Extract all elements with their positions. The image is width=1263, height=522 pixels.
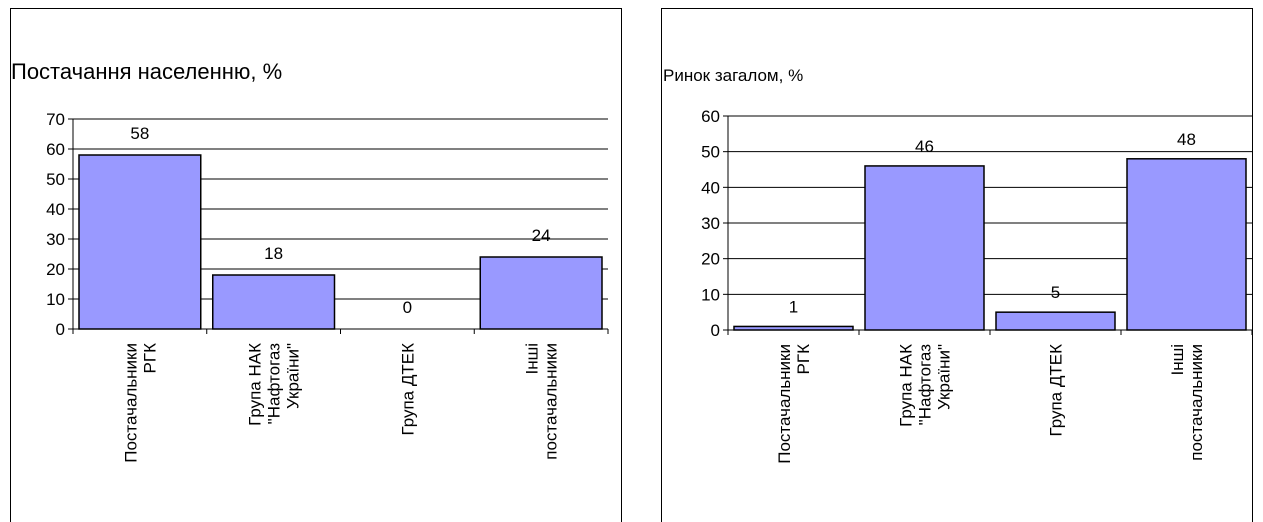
chart-panel-market-total: Ринок загалом, % 0 10 20 30 40 50 60 1 46 5 48 Пост… (661, 8, 1253, 522)
category-label: Інші (1168, 344, 1187, 376)
category-label: "Нафтогаз (916, 344, 935, 426)
y-tick-label: 30 (701, 214, 720, 233)
data-label: 0 (403, 298, 412, 317)
bar (864, 165, 985, 331)
data-label: 1 (789, 297, 798, 316)
y-tick-label: 70 (46, 110, 65, 129)
bar-chart-supply-population: 0 10 20 30 40 50 60 70 58 18 0 24 Постачальники РГК Гр… (46, 110, 609, 463)
category-label: РГК (140, 343, 159, 374)
category-label: постачальники (542, 343, 561, 460)
y-tick-label: 50 (701, 143, 720, 162)
category-label: Інші (523, 343, 542, 375)
bar (1126, 158, 1247, 331)
category-label: Група ДТЕК (398, 343, 417, 436)
data-label: 46 (915, 137, 934, 156)
y-tick-label: 40 (46, 200, 65, 219)
y-tick-label: 60 (46, 140, 65, 159)
bar (733, 325, 854, 331)
chart-title: Постачання населенню, % (11, 59, 283, 84)
category-label: Постачальники (121, 343, 140, 463)
bar-chart-market-total: 0 10 20 30 40 50 60 1 46 5 48 Постачальники РГК Група… (701, 107, 1252, 464)
data-label: 48 (1177, 130, 1196, 149)
category-label: Група ДТЕК (1047, 344, 1066, 437)
category-label: України" (284, 343, 303, 409)
y-tick-label: 10 (701, 285, 720, 304)
y-tick-label: 40 (701, 178, 720, 197)
bar (479, 256, 603, 330)
y-tick-label: 20 (46, 260, 65, 279)
data-label: 5 (1051, 283, 1060, 302)
y-tick-label: 60 (701, 107, 720, 126)
y-tick-label: 0 (56, 320, 65, 339)
data-label: 58 (130, 124, 149, 143)
chart-panel-supply-population: Постачання населенню, % 0 10 20 30 40 50 60 70 5… (10, 8, 622, 522)
category-label: України" (935, 344, 954, 410)
category-label: Група НАК (246, 343, 265, 426)
category-label: Група НАК (897, 344, 916, 427)
data-label: 18 (264, 244, 283, 263)
bar (212, 274, 336, 330)
y-tick-label: 0 (711, 321, 720, 340)
data-label: 24 (532, 226, 551, 245)
bar (78, 154, 202, 330)
y-tick-label: 30 (46, 230, 65, 249)
category-label: РГК (794, 344, 813, 375)
bar (995, 311, 1116, 331)
category-label: постачальники (1187, 344, 1206, 461)
y-tick-label: 20 (701, 250, 720, 269)
y-tick-label: 10 (46, 290, 65, 309)
chart-title: Ринок загалом, % (663, 66, 804, 85)
category-label: Постачальники (775, 344, 794, 464)
y-tick-label: 50 (46, 170, 65, 189)
category-label: "Нафтогаз (265, 343, 284, 425)
